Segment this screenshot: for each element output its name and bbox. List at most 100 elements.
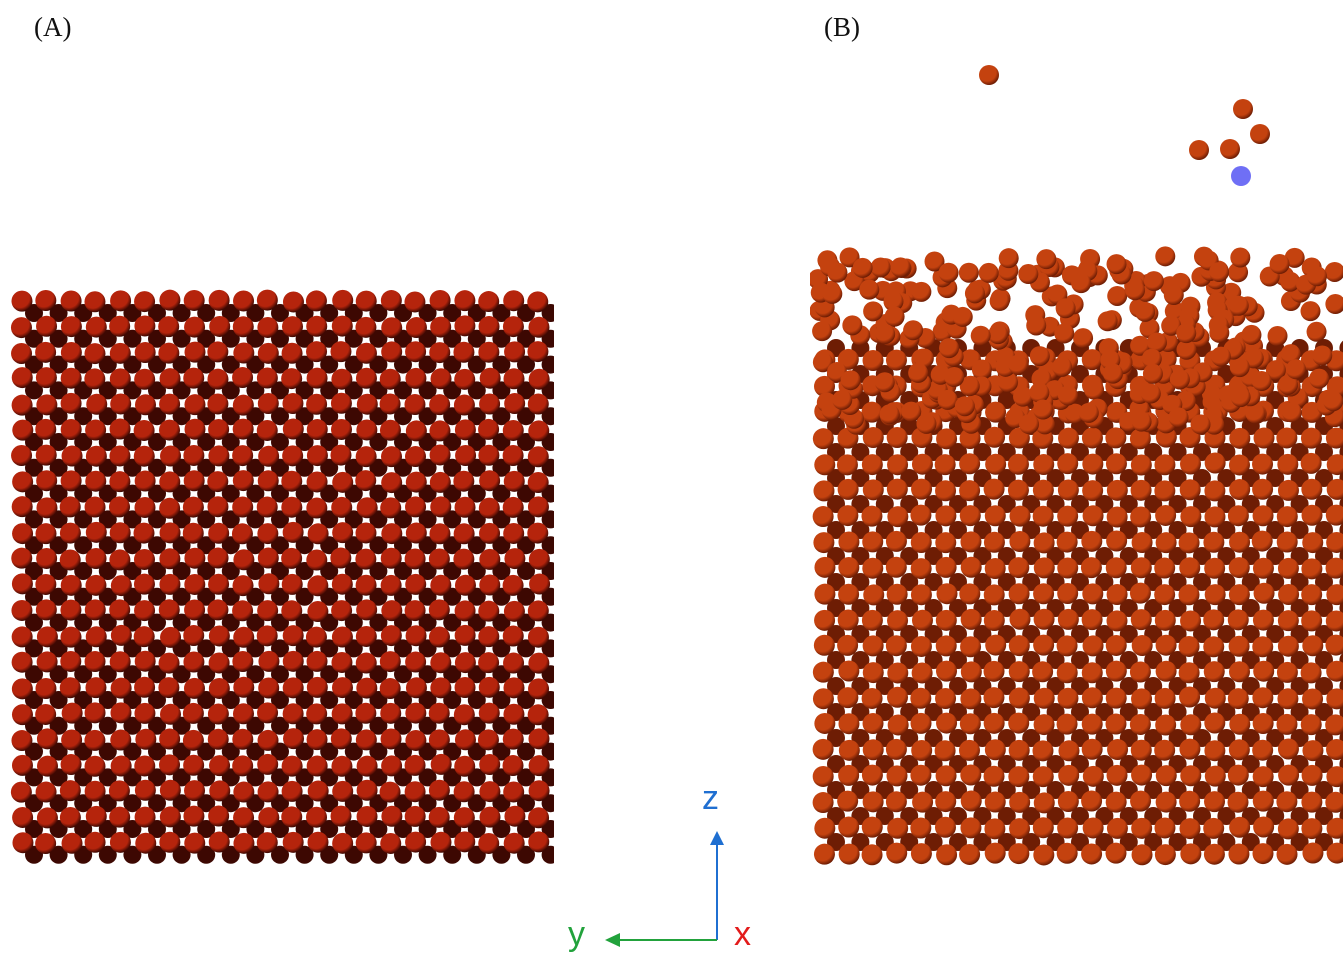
atom — [1229, 427, 1251, 449]
atom — [331, 651, 353, 673]
atom — [887, 506, 909, 528]
atom-back — [924, 651, 943, 669]
atom — [812, 661, 834, 683]
atom-back — [49, 329, 68, 348]
atom — [331, 677, 353, 699]
atom — [60, 419, 82, 441]
atom — [281, 780, 303, 802]
atom — [1155, 634, 1177, 656]
atom — [910, 843, 932, 865]
atom-back — [1315, 547, 1333, 565]
atom — [1154, 454, 1176, 476]
atom — [381, 472, 403, 494]
atom-back — [1266, 521, 1285, 539]
atom — [527, 704, 549, 726]
atom — [936, 844, 958, 866]
atom-back — [997, 573, 1016, 591]
atom-back — [49, 458, 68, 477]
atom-back — [1144, 443, 1163, 461]
atom — [1325, 610, 1343, 632]
atom — [1130, 557, 1152, 579]
atom — [306, 419, 328, 441]
atom — [1058, 764, 1080, 786]
atom-back — [851, 677, 870, 695]
atom — [85, 521, 107, 543]
atom-back — [1119, 599, 1138, 617]
atom — [257, 753, 279, 775]
atom — [1081, 738, 1103, 760]
atom-back — [369, 587, 388, 606]
atom-back — [418, 510, 437, 529]
atom — [861, 401, 883, 423]
atom — [454, 831, 476, 853]
atom — [812, 688, 834, 710]
atom-back — [344, 742, 363, 761]
atom — [232, 394, 254, 416]
atom — [380, 625, 402, 647]
atom — [984, 842, 1006, 864]
atom — [158, 652, 180, 674]
atom — [356, 805, 378, 827]
atom — [862, 713, 884, 735]
atom — [36, 394, 58, 416]
atom-back — [320, 742, 339, 761]
atom — [1228, 454, 1250, 476]
atom-back — [875, 677, 894, 695]
atom — [355, 522, 377, 544]
atom-back — [949, 495, 967, 513]
atom-back — [1290, 807, 1309, 825]
atom-disordered — [1146, 332, 1167, 353]
atom-back — [295, 484, 314, 503]
atom — [983, 660, 1005, 682]
atom-disordered — [1029, 346, 1050, 367]
atom — [885, 556, 907, 578]
atom — [1326, 842, 1343, 864]
atom — [134, 470, 156, 492]
atom — [861, 609, 883, 631]
atom — [109, 599, 131, 621]
atom-back — [924, 573, 943, 591]
atom-back — [246, 304, 265, 322]
atom-back — [997, 599, 1016, 617]
atom — [1057, 608, 1079, 630]
atom-back — [74, 510, 93, 529]
atom — [1155, 714, 1177, 736]
atom — [405, 651, 427, 673]
atom — [1154, 817, 1176, 839]
atom-disordered — [1163, 285, 1184, 306]
atom-back — [1193, 703, 1211, 721]
atom — [109, 549, 131, 571]
atom — [984, 739, 1006, 761]
atom-back — [369, 536, 388, 555]
atom-disordered — [1054, 323, 1075, 344]
atom — [84, 291, 106, 313]
atom — [159, 779, 181, 801]
atom-ejected — [979, 65, 999, 85]
atom-back — [172, 691, 191, 709]
atom — [159, 497, 181, 519]
atom — [887, 662, 909, 684]
atom — [1301, 504, 1323, 526]
atom — [1057, 479, 1079, 501]
atom-disordered — [1033, 399, 1054, 420]
atom — [307, 523, 329, 545]
atom-back — [320, 820, 339, 838]
atom — [233, 781, 255, 803]
atom — [355, 446, 377, 468]
atom — [331, 496, 353, 518]
atom — [379, 781, 401, 803]
atom — [455, 444, 477, 466]
atom — [504, 548, 526, 570]
atom — [1129, 713, 1151, 735]
atom — [281, 806, 303, 828]
atom-back — [197, 768, 216, 787]
atom — [84, 599, 106, 621]
atom — [84, 729, 106, 751]
atom — [478, 291, 500, 313]
atom-disordered — [958, 262, 979, 283]
atom — [528, 368, 550, 390]
atom — [135, 394, 157, 416]
atom — [1301, 818, 1323, 840]
atom — [479, 574, 501, 596]
atom — [1251, 530, 1273, 552]
